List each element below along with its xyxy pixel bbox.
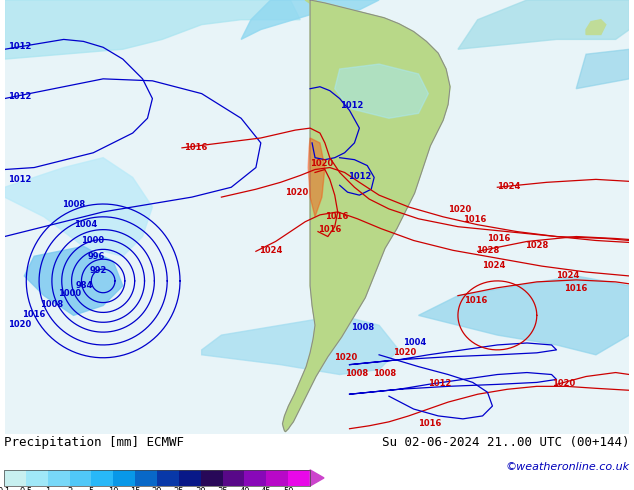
Text: 1012: 1012 <box>340 101 363 110</box>
Polygon shape <box>202 316 399 374</box>
Polygon shape <box>586 20 605 34</box>
Polygon shape <box>241 0 379 39</box>
Polygon shape <box>335 64 429 118</box>
Text: 40: 40 <box>239 487 250 490</box>
Text: 1020: 1020 <box>285 188 309 197</box>
Text: 1016: 1016 <box>463 215 486 224</box>
Bar <box>4 470 310 486</box>
Text: 1028: 1028 <box>525 242 548 250</box>
Bar <box>157 470 179 486</box>
Text: 1020: 1020 <box>310 159 333 168</box>
Text: 1016: 1016 <box>488 234 511 244</box>
Text: 1020: 1020 <box>448 205 471 214</box>
Text: 25: 25 <box>174 487 184 490</box>
Polygon shape <box>576 49 630 89</box>
Text: 1: 1 <box>45 487 50 490</box>
Polygon shape <box>308 138 325 217</box>
Polygon shape <box>4 0 630 434</box>
Polygon shape <box>24 246 123 316</box>
Text: 15: 15 <box>130 487 140 490</box>
Text: 45: 45 <box>261 487 271 490</box>
Text: 1024: 1024 <box>497 182 521 191</box>
Text: 1008: 1008 <box>345 369 368 378</box>
Text: 5: 5 <box>89 487 94 490</box>
Text: 1000: 1000 <box>58 289 81 297</box>
Bar <box>135 470 157 486</box>
Polygon shape <box>305 0 320 8</box>
Bar <box>48 470 70 486</box>
Text: 1016: 1016 <box>464 295 487 305</box>
Text: 1024: 1024 <box>259 246 282 255</box>
Text: 996: 996 <box>87 252 105 261</box>
Text: 2: 2 <box>67 487 72 490</box>
Text: 1016: 1016 <box>564 284 588 293</box>
Text: 1020: 1020 <box>393 348 416 357</box>
Text: 1020: 1020 <box>333 353 357 362</box>
Text: 1016: 1016 <box>22 310 46 319</box>
Bar <box>4 470 26 486</box>
Text: Precipitation [mm] ECMWF: Precipitation [mm] ECMWF <box>4 436 184 449</box>
Bar <box>70 470 91 486</box>
Text: 1016: 1016 <box>184 143 207 152</box>
Text: 50: 50 <box>283 487 294 490</box>
Bar <box>113 470 135 486</box>
Text: 1004: 1004 <box>74 220 97 229</box>
Bar <box>26 470 48 486</box>
Text: 1012: 1012 <box>429 379 452 389</box>
Bar <box>201 470 223 486</box>
Polygon shape <box>310 470 324 486</box>
Text: 1024: 1024 <box>557 271 580 280</box>
Bar <box>288 470 310 486</box>
Text: 1012: 1012 <box>347 172 371 181</box>
Text: ©weatheronline.co.uk: ©weatheronline.co.uk <box>506 462 630 472</box>
Text: 1028: 1028 <box>476 246 499 255</box>
Bar <box>223 470 245 486</box>
Text: 0.1: 0.1 <box>0 487 11 490</box>
Polygon shape <box>4 158 152 256</box>
Text: 1024: 1024 <box>482 261 505 270</box>
Text: 1008: 1008 <box>351 323 375 332</box>
Text: 1012: 1012 <box>8 92 32 100</box>
Text: 1016: 1016 <box>418 419 442 428</box>
Polygon shape <box>458 0 630 49</box>
Text: 1016: 1016 <box>318 224 341 234</box>
Text: 992: 992 <box>89 266 107 275</box>
Text: 1012: 1012 <box>8 42 32 51</box>
Text: 1000: 1000 <box>81 237 105 245</box>
Text: 1008: 1008 <box>373 369 396 378</box>
Text: Su 02-06-2024 21..00 UTC (00+144): Su 02-06-2024 21..00 UTC (00+144) <box>382 436 630 449</box>
Text: 1016: 1016 <box>325 212 348 221</box>
Polygon shape <box>283 0 450 432</box>
Text: 1004: 1004 <box>403 338 426 347</box>
Bar <box>245 470 266 486</box>
Text: 0.5: 0.5 <box>19 487 32 490</box>
Text: 984: 984 <box>75 281 93 290</box>
Text: 1020: 1020 <box>8 320 32 329</box>
Text: 35: 35 <box>217 487 228 490</box>
Text: 1008: 1008 <box>61 200 85 209</box>
Polygon shape <box>4 0 301 59</box>
Text: 1020: 1020 <box>552 379 575 389</box>
Bar <box>91 470 113 486</box>
Text: 10: 10 <box>108 487 119 490</box>
Text: 1012: 1012 <box>8 175 32 184</box>
Text: 30: 30 <box>195 487 206 490</box>
Text: 20: 20 <box>152 487 162 490</box>
Bar <box>266 470 288 486</box>
Bar <box>179 470 201 486</box>
Text: 1008: 1008 <box>40 300 63 310</box>
Polygon shape <box>418 276 630 355</box>
